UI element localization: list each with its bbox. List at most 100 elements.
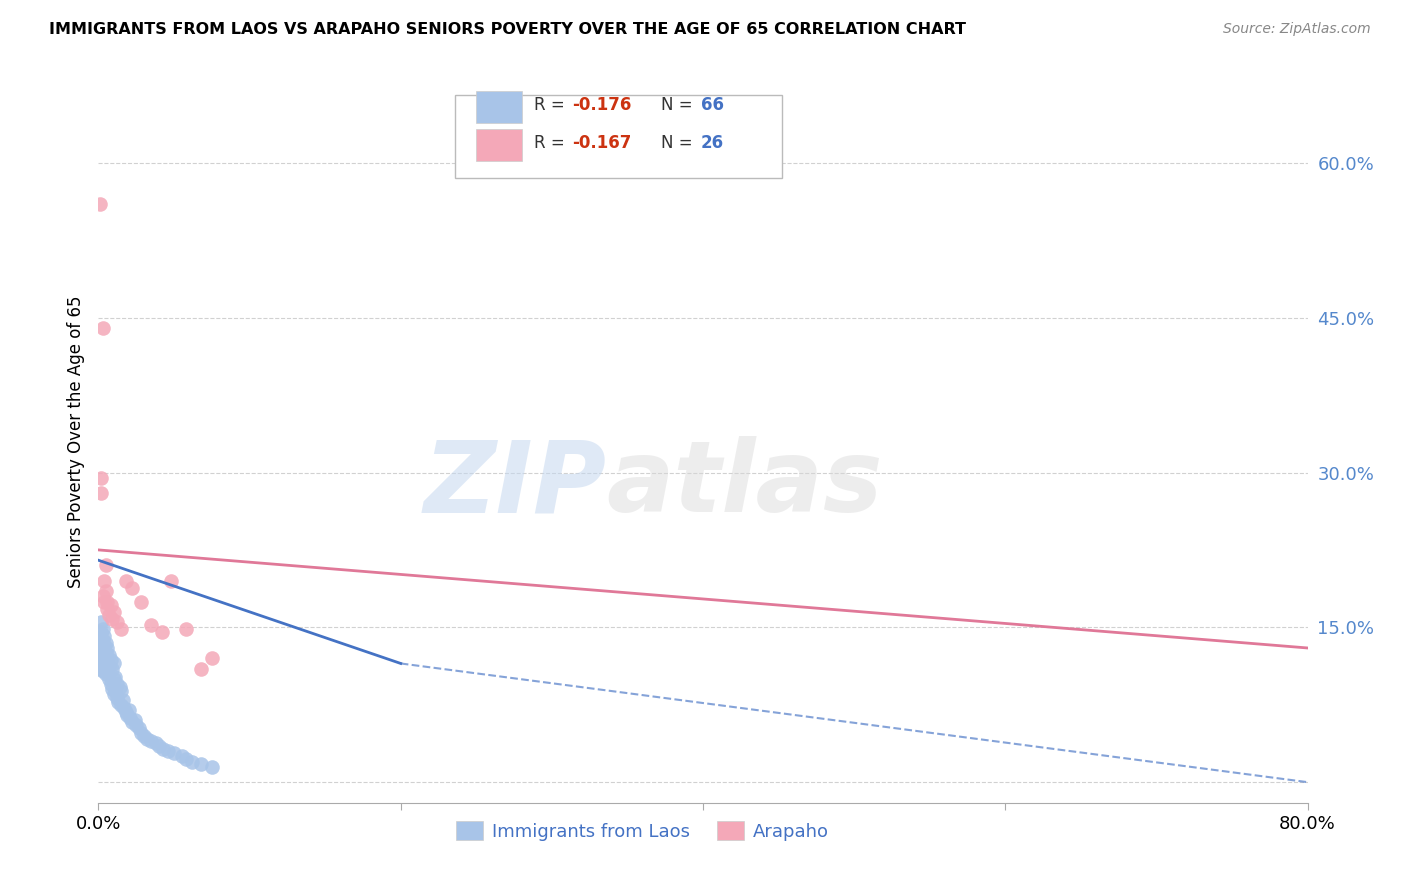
Point [114,574,136,588]
Point [145,736,167,750]
Point [125,718,148,732]
Point [129,594,152,608]
Point [150,625,173,640]
Point [121,581,143,595]
Point [105,615,128,630]
Point [100,677,122,691]
Point [93,659,115,673]
Point [141,618,163,632]
Point [120,711,142,725]
Point [132,729,155,743]
Text: R =: R = [534,96,569,114]
Point [101,662,124,676]
Point [135,731,157,746]
Point [141,734,163,748]
Point [96,640,118,655]
Point [96,651,118,665]
Text: R =: R = [534,134,569,153]
Point [96,662,118,676]
FancyBboxPatch shape [456,95,782,178]
Point [91,653,114,667]
Point [93,649,115,664]
Text: N =: N = [661,96,697,114]
Point [103,672,125,686]
Point [101,682,124,697]
Text: IMMIGRANTS FROM LAOS VS ARAPAHO SENIORS POVERTY OVER THE AGE OF 65 CORRELATION C: IMMIGRANTS FROM LAOS VS ARAPAHO SENIORS … [49,22,966,37]
Point [91,664,114,678]
Text: N =: N = [661,134,697,153]
Point [190,662,212,676]
Point [190,756,212,771]
Point [152,742,174,756]
Point [110,623,132,637]
Point [93,629,115,643]
Point [93,594,115,608]
Point [110,698,132,712]
Point [160,574,183,588]
Point [89,640,111,655]
Point [201,651,224,665]
Point [108,680,131,694]
Text: 26: 26 [700,134,724,153]
Text: 66: 66 [700,96,724,114]
Point [110,684,132,698]
Point [129,725,152,739]
Point [103,687,125,701]
Point [98,658,121,673]
Point [100,598,122,612]
Point [93,574,115,588]
Point [91,590,114,604]
Point [115,708,138,723]
Point [101,612,124,626]
Point [100,653,122,667]
Point [90,646,112,660]
Point [104,670,127,684]
Point [114,705,136,719]
Point [105,690,128,705]
Point [90,636,112,650]
Point [181,755,204,769]
Point [91,321,114,335]
Point [98,672,121,686]
Point [96,594,118,608]
Point [112,701,135,715]
Point [163,746,186,760]
Y-axis label: Seniors Poverty Over the Age of 65: Seniors Poverty Over the Age of 65 [66,295,84,588]
Text: -0.167: -0.167 [572,134,631,153]
Point [105,677,128,691]
Point [90,486,112,500]
Point [89,651,111,665]
Text: Source: ZipAtlas.com: Source: ZipAtlas.com [1223,22,1371,37]
Point [124,713,146,727]
Point [94,657,117,671]
Point [89,197,111,211]
Point [118,703,141,717]
Legend: Immigrants from Laos, Arapaho: Immigrants from Laos, Arapaho [449,814,837,848]
Point [98,648,121,663]
Point [94,636,117,650]
Point [90,615,112,630]
Point [170,749,193,764]
Point [128,722,150,736]
Point [91,643,114,657]
Point [201,760,224,774]
Point [96,601,118,615]
Point [91,632,114,647]
Text: ZIP: ZIP [423,436,606,533]
Point [91,623,114,637]
Point [156,744,179,758]
Point [90,657,112,671]
Point [90,471,112,485]
Point [111,692,134,706]
Point [90,625,112,640]
Point [148,739,170,753]
Point [103,657,125,671]
Point [104,684,127,698]
Point [107,695,129,709]
Point [94,558,117,573]
FancyBboxPatch shape [475,129,522,161]
Point [174,623,197,637]
Text: -0.176: -0.176 [572,96,631,114]
Text: atlas: atlas [606,436,883,533]
Point [94,666,117,681]
